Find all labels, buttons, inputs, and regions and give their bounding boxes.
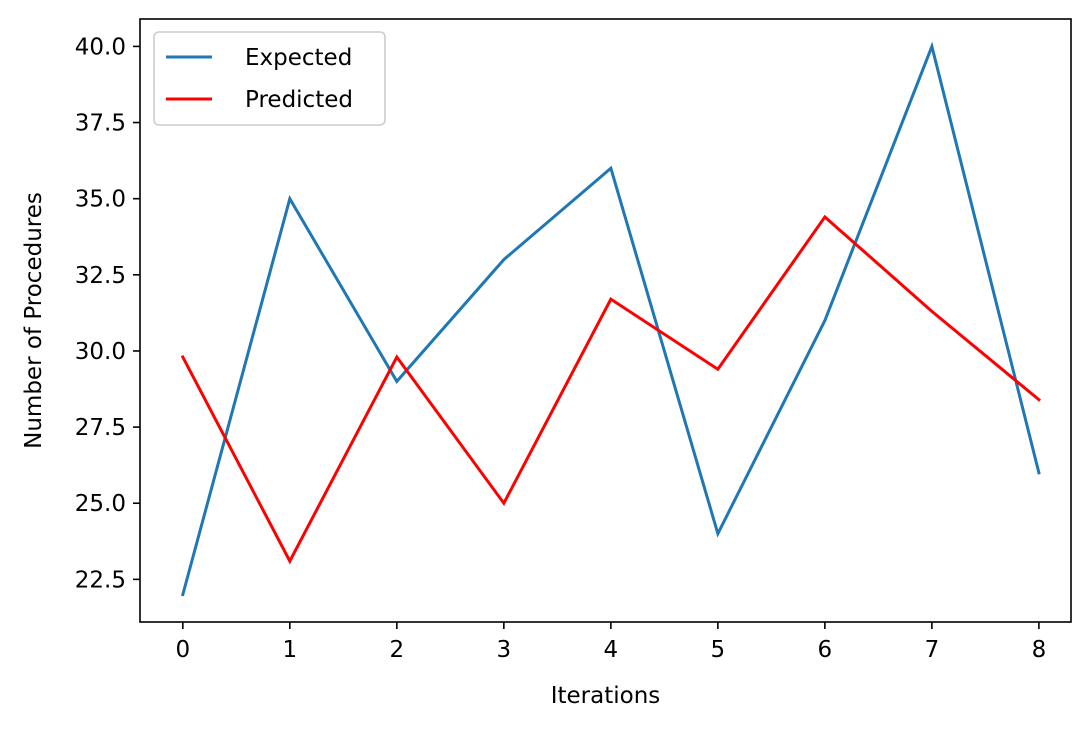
y-tick-label: 32.5: [75, 263, 126, 289]
legend-label-expected: Expected: [245, 45, 352, 71]
legend-box: [153, 31, 386, 126]
y-tick-label: 25.0: [75, 491, 126, 517]
y-tick-label: 40.0: [75, 34, 126, 60]
axis-layer: 0 1 2 3 4 5 6 7 8 22.5 25.0 27.5 30.0 32.5 35.0 37.5 40.…: [75, 18, 1072, 663]
x-tick-label: 7: [925, 637, 940, 663]
legend-label-predicted: Predicted: [245, 87, 353, 113]
legend: Expected Predicted: [153, 31, 386, 126]
x-tick-label: 2: [390, 637, 405, 663]
x-tick-label: 3: [497, 637, 512, 663]
x-tick-label: 6: [818, 637, 833, 663]
x-tick-label: 1: [282, 637, 297, 663]
y-tick-label: 35.0: [75, 187, 126, 213]
series-line-expected: [180, 41, 1041, 597]
x-tick-label: 0: [175, 637, 190, 663]
x-tick-label: 5: [711, 637, 726, 663]
plot-layer: [180, 41, 1042, 597]
x-tick-label: 4: [604, 637, 619, 663]
series-line-predicted: [180, 214, 1042, 565]
x-axis-label: Iterations: [551, 683, 661, 709]
y-tick-label: 22.5: [75, 567, 126, 593]
y-axis-label: Number of Procedures: [21, 192, 47, 449]
y-tick-label: 37.5: [75, 111, 126, 137]
x-tick-label: 8: [1032, 637, 1047, 663]
plot-frame: [139, 18, 1072, 623]
y-tick-label: 30.0: [75, 339, 126, 365]
y-tick-label: 27.5: [75, 415, 126, 441]
